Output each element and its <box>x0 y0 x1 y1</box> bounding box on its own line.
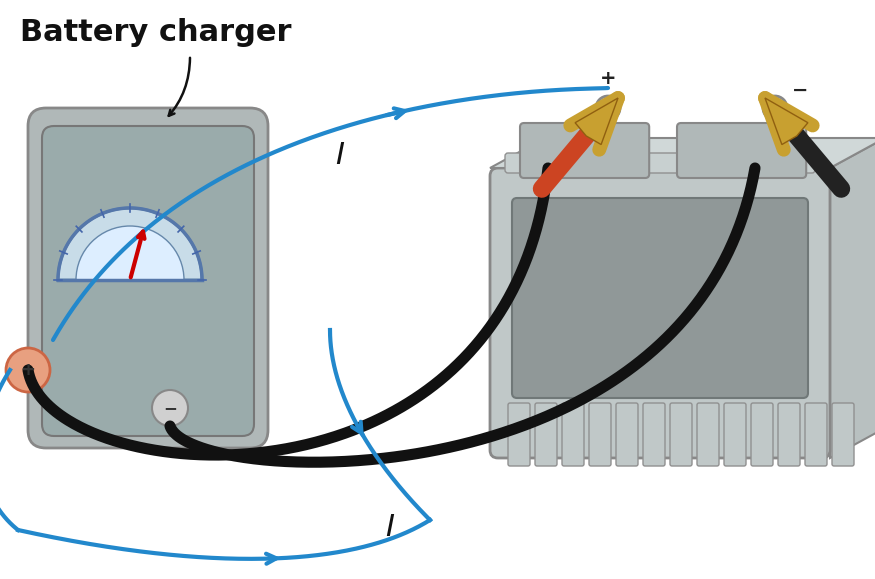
Text: Battery charger: Battery charger <box>20 18 291 47</box>
FancyBboxPatch shape <box>512 198 808 398</box>
Polygon shape <box>830 138 875 458</box>
Text: −: − <box>163 399 177 417</box>
FancyBboxPatch shape <box>616 403 638 466</box>
Polygon shape <box>490 138 875 168</box>
FancyBboxPatch shape <box>490 168 830 458</box>
Circle shape <box>596 96 620 120</box>
FancyBboxPatch shape <box>778 403 800 466</box>
FancyBboxPatch shape <box>724 403 746 466</box>
FancyBboxPatch shape <box>505 153 815 173</box>
Circle shape <box>601 101 615 115</box>
FancyBboxPatch shape <box>520 123 649 178</box>
FancyBboxPatch shape <box>535 403 557 466</box>
FancyBboxPatch shape <box>562 403 584 466</box>
Polygon shape <box>765 98 808 145</box>
Polygon shape <box>575 98 618 145</box>
Wedge shape <box>76 226 184 280</box>
FancyBboxPatch shape <box>670 403 692 466</box>
FancyBboxPatch shape <box>42 126 254 436</box>
Text: −: − <box>792 80 808 100</box>
FancyBboxPatch shape <box>589 403 611 466</box>
Text: +: + <box>20 361 36 379</box>
FancyBboxPatch shape <box>677 123 806 178</box>
Circle shape <box>6 348 50 392</box>
Text: $I$: $I$ <box>385 512 396 544</box>
Text: $I$: $I$ <box>335 140 345 170</box>
FancyBboxPatch shape <box>805 403 827 466</box>
Text: +: + <box>599 68 616 87</box>
Circle shape <box>763 96 787 120</box>
Wedge shape <box>58 208 202 280</box>
Circle shape <box>152 390 188 426</box>
FancyBboxPatch shape <box>508 403 530 466</box>
FancyBboxPatch shape <box>28 108 268 448</box>
FancyBboxPatch shape <box>751 403 773 466</box>
FancyBboxPatch shape <box>643 403 665 466</box>
FancyBboxPatch shape <box>697 403 719 466</box>
Circle shape <box>768 101 782 115</box>
FancyBboxPatch shape <box>832 403 854 466</box>
